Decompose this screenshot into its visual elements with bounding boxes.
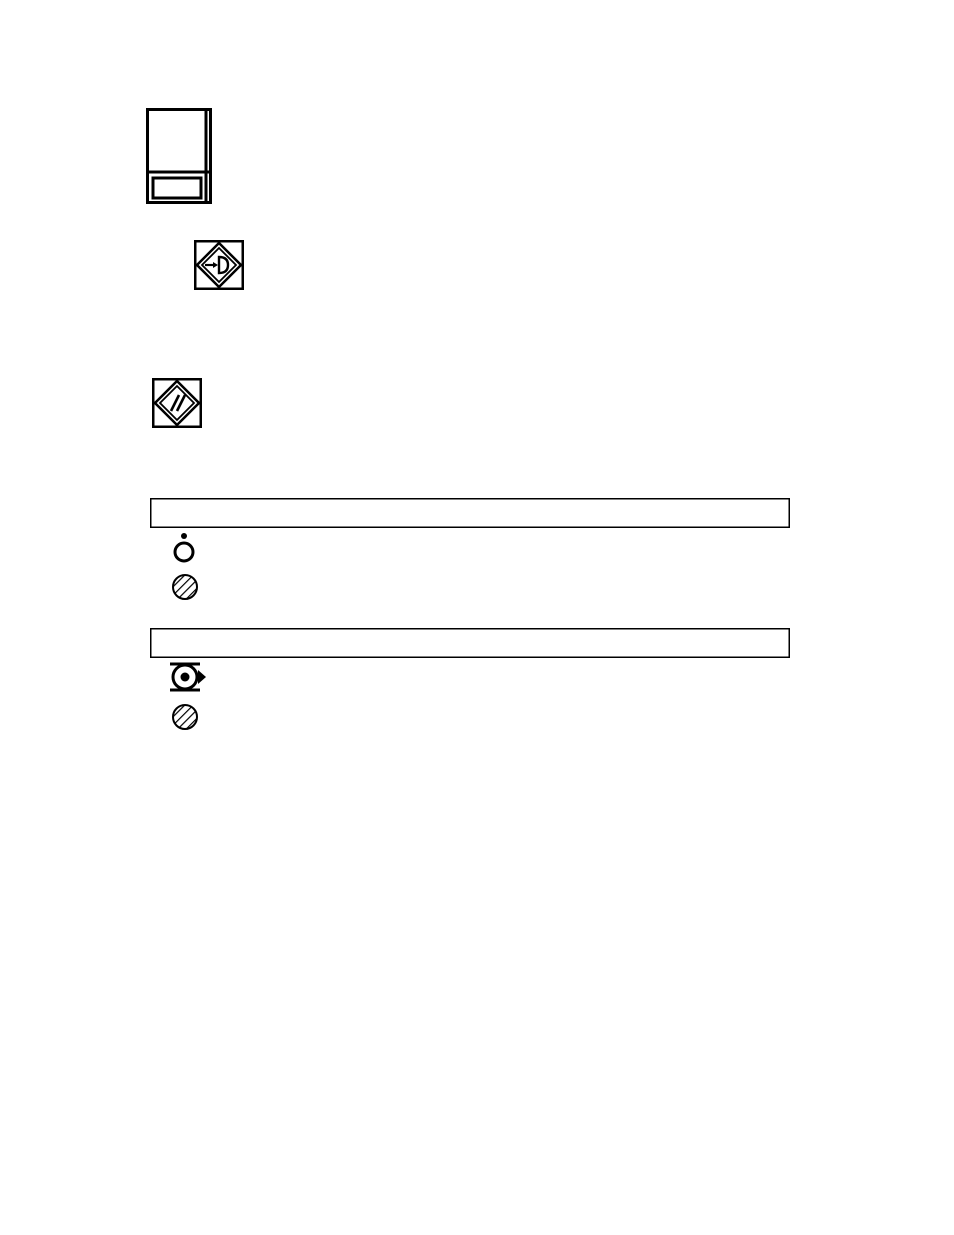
page-canvas	[0, 0, 954, 1235]
insert-data-icon	[194, 240, 244, 290]
annotation-marker-icon	[170, 528, 200, 564]
hatched-ball-icon	[170, 572, 200, 602]
target-output-icon	[166, 660, 208, 694]
field-box-1[interactable]	[150, 498, 790, 528]
hatched-ball-icon	[170, 702, 200, 732]
page-thumbnail-icon	[146, 108, 216, 208]
parameters-icon	[152, 378, 202, 428]
field-box-2[interactable]	[150, 628, 790, 658]
